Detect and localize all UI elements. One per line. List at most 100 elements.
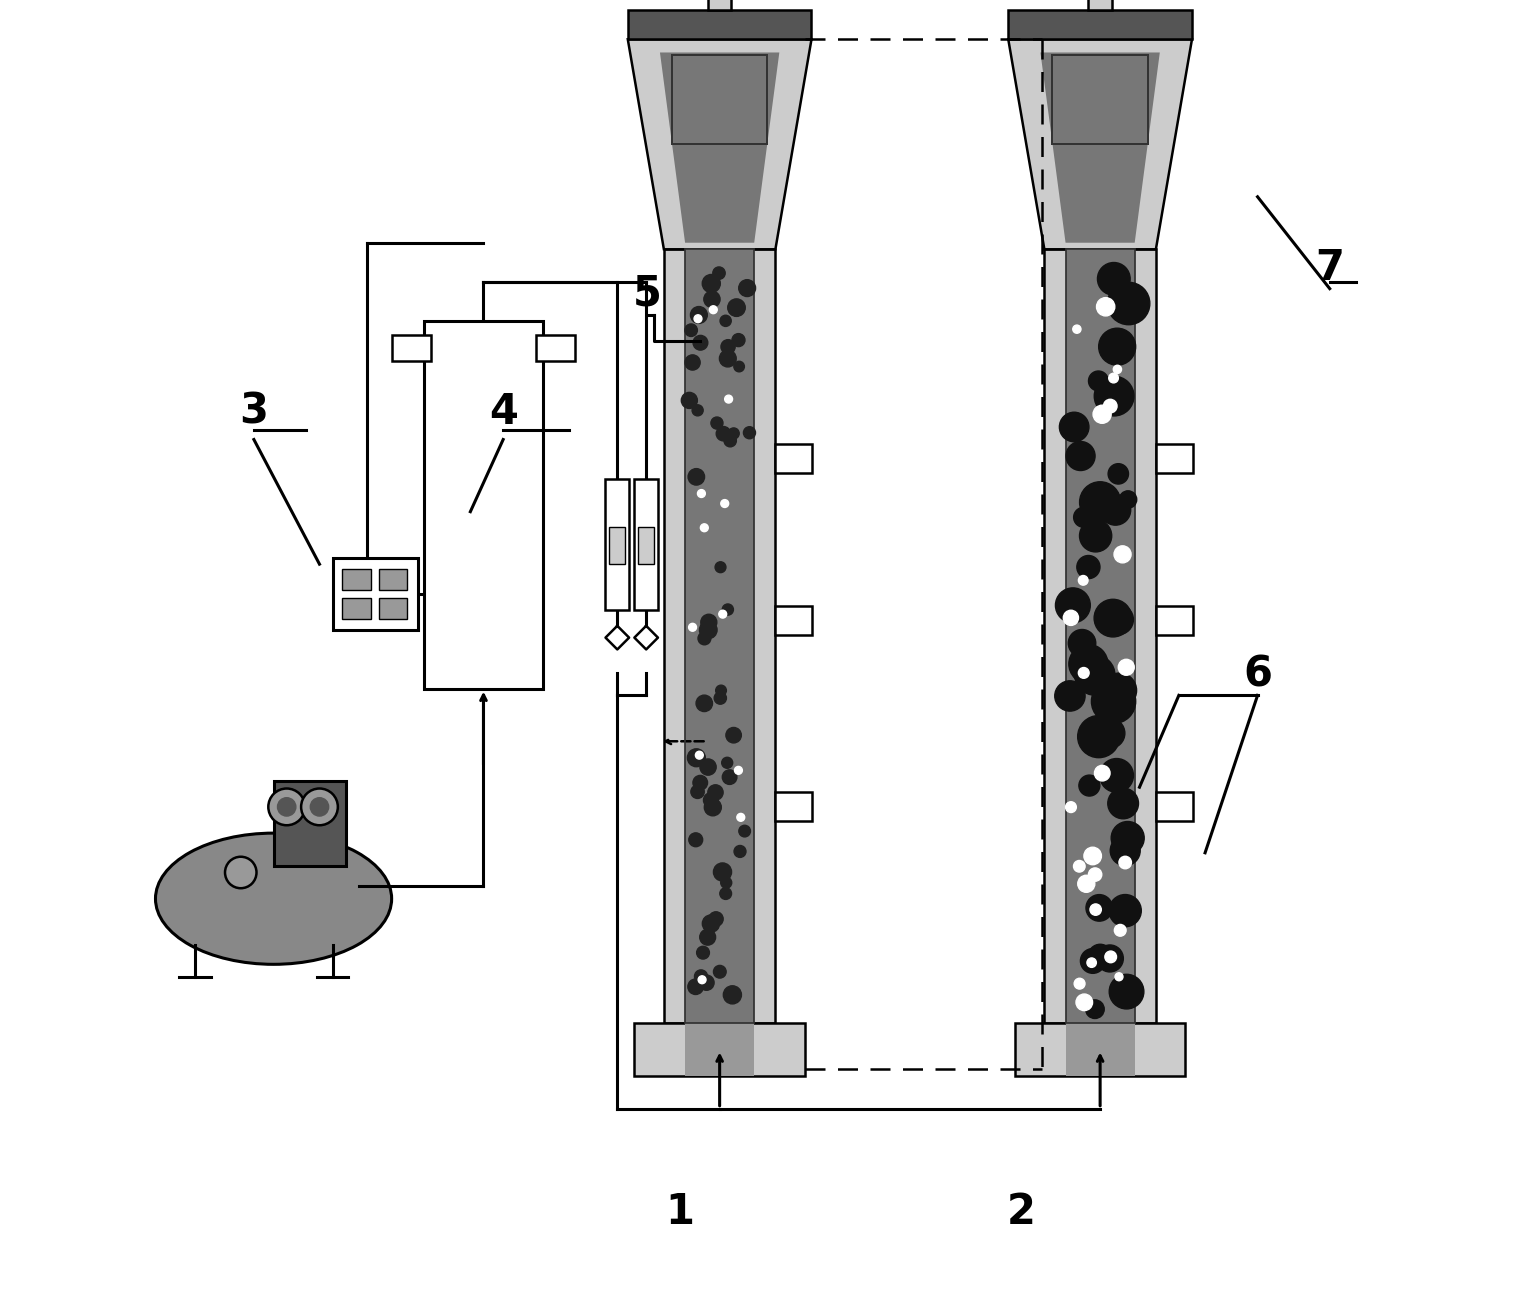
Circle shape: [688, 979, 703, 994]
Bar: [342, 598, 370, 619]
Text: 4: 4: [489, 391, 518, 433]
Circle shape: [713, 966, 726, 977]
Circle shape: [269, 789, 305, 825]
Circle shape: [1110, 836, 1140, 866]
Bar: [1155, 443, 1193, 472]
Circle shape: [1066, 802, 1076, 812]
Circle shape: [1078, 576, 1088, 585]
Circle shape: [1085, 1000, 1104, 1018]
Circle shape: [1104, 399, 1117, 413]
Circle shape: [710, 417, 723, 429]
Circle shape: [1108, 463, 1128, 484]
Circle shape: [723, 985, 741, 1004]
Circle shape: [713, 863, 732, 882]
Circle shape: [1110, 299, 1126, 316]
Circle shape: [721, 500, 729, 508]
Circle shape: [721, 878, 732, 888]
Circle shape: [1094, 765, 1110, 781]
Circle shape: [700, 929, 715, 945]
Circle shape: [732, 333, 745, 346]
Circle shape: [685, 324, 697, 336]
Circle shape: [1107, 282, 1149, 325]
Circle shape: [1055, 588, 1090, 623]
Circle shape: [691, 785, 704, 799]
Bar: [378, 569, 407, 590]
Circle shape: [694, 970, 707, 983]
Circle shape: [703, 792, 718, 807]
Circle shape: [1076, 994, 1093, 1010]
Circle shape: [1104, 605, 1134, 635]
Circle shape: [1119, 491, 1137, 508]
Circle shape: [1119, 857, 1131, 869]
Circle shape: [1094, 600, 1132, 636]
Circle shape: [1088, 945, 1113, 968]
Bar: [685, 249, 754, 1023]
Bar: [342, 569, 370, 590]
Circle shape: [1069, 630, 1096, 657]
Circle shape: [1073, 861, 1085, 872]
Text: 1: 1: [666, 1191, 695, 1233]
Circle shape: [698, 976, 706, 984]
Circle shape: [697, 946, 709, 959]
Circle shape: [1108, 789, 1138, 819]
Circle shape: [694, 315, 701, 323]
Bar: [672, 55, 768, 144]
Circle shape: [707, 785, 723, 800]
Circle shape: [1087, 958, 1096, 967]
Circle shape: [729, 428, 739, 440]
Circle shape: [739, 825, 750, 837]
Circle shape: [720, 350, 736, 367]
Bar: [606, 479, 628, 610]
Circle shape: [1094, 377, 1134, 416]
Circle shape: [1088, 371, 1108, 391]
Circle shape: [713, 266, 726, 279]
Text: 3: 3: [240, 391, 269, 433]
Circle shape: [723, 604, 733, 615]
Bar: [1066, 249, 1134, 1023]
Circle shape: [1079, 775, 1101, 796]
Circle shape: [720, 315, 732, 327]
Bar: [392, 335, 431, 361]
Circle shape: [1088, 869, 1102, 882]
Circle shape: [1091, 680, 1135, 723]
Circle shape: [723, 770, 736, 785]
Ellipse shape: [155, 833, 392, 964]
Circle shape: [1113, 365, 1122, 374]
Circle shape: [691, 307, 707, 323]
Circle shape: [724, 395, 733, 403]
Circle shape: [1108, 373, 1119, 383]
Circle shape: [689, 623, 697, 631]
Circle shape: [704, 291, 720, 307]
Circle shape: [720, 610, 727, 618]
Circle shape: [310, 798, 329, 816]
Circle shape: [735, 845, 745, 858]
Circle shape: [1085, 895, 1113, 921]
Circle shape: [1119, 660, 1134, 676]
Circle shape: [1069, 644, 1108, 684]
Circle shape: [1078, 668, 1088, 678]
Circle shape: [720, 888, 732, 900]
Circle shape: [701, 614, 716, 630]
Bar: [273, 781, 346, 866]
Circle shape: [704, 799, 721, 816]
Circle shape: [735, 766, 742, 774]
Circle shape: [1073, 508, 1093, 527]
Circle shape: [744, 426, 756, 438]
Circle shape: [1066, 441, 1094, 471]
Bar: [1066, 1023, 1134, 1076]
Circle shape: [1110, 297, 1129, 316]
Circle shape: [225, 857, 257, 888]
Bar: [776, 606, 812, 635]
Circle shape: [1114, 925, 1126, 937]
Circle shape: [1078, 875, 1094, 892]
Text: 5: 5: [633, 273, 662, 315]
Circle shape: [688, 468, 704, 485]
Circle shape: [694, 336, 707, 350]
Bar: [1044, 249, 1155, 1023]
Circle shape: [1076, 555, 1101, 579]
Polygon shape: [1008, 39, 1192, 249]
Circle shape: [697, 695, 712, 711]
Bar: [776, 792, 812, 821]
Circle shape: [278, 798, 296, 816]
Bar: [1052, 55, 1148, 144]
